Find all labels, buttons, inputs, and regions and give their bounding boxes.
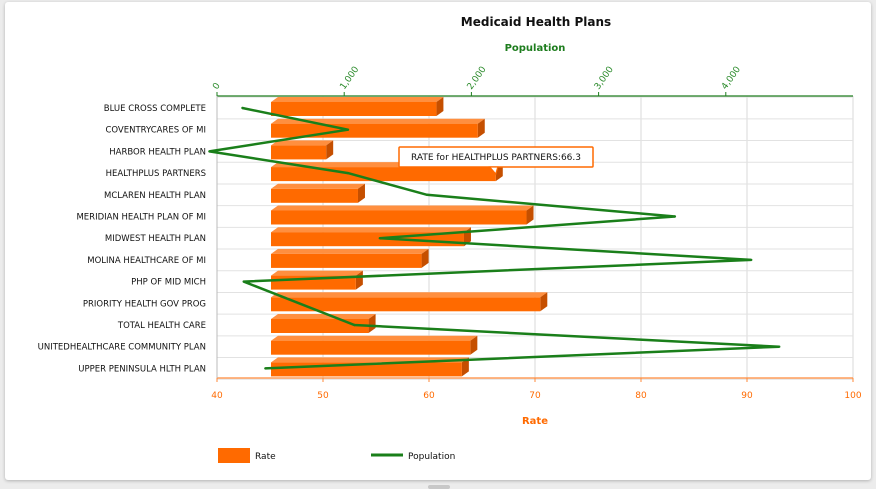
bar-front-face[interactable]	[271, 188, 358, 203]
category-label: TOTAL HEALTH CARE	[117, 321, 206, 331]
bar-side-face	[357, 183, 365, 203]
top-tick-label: 4,000	[720, 65, 743, 92]
category-label: HEALTHPLUS PARTNERS	[106, 169, 206, 179]
bar-side-face	[461, 357, 469, 377]
category-label: UPPER PENINSULA HLTH PLAN	[78, 364, 206, 374]
bar-front-face[interactable]	[271, 297, 541, 312]
bottom-tick-label: 100	[844, 391, 861, 401]
bar-10[interactable]	[271, 314, 376, 333]
axes	[216, 92, 854, 382]
population-point[interactable]	[353, 323, 356, 327]
bottom-tick-label: 50	[317, 391, 329, 401]
category-label: MERIDIAN HEALTH PLAN OF MI	[76, 213, 206, 223]
category-label: BLUE CROSS COMPLETE	[104, 104, 206, 114]
line-series[interactable]	[208, 106, 781, 370]
population-point[interactable]	[750, 258, 753, 262]
category-label: HARBOR HEALTH PLAN	[109, 147, 206, 157]
population-point[interactable]	[778, 345, 781, 348]
bar-top-face	[271, 140, 334, 146]
bottom-tick-label: 90	[741, 391, 753, 401]
bar-front-face[interactable]	[271, 210, 527, 225]
bar-top-face	[271, 270, 363, 276]
bar-side-face	[326, 140, 334, 160]
bar-front-face[interactable]	[271, 102, 437, 116]
population-point[interactable]	[264, 367, 267, 370]
legend-label-rate: Rate	[255, 452, 276, 462]
bar-front-face[interactable]	[271, 340, 471, 355]
chart-title: Medicaid Health Plans	[461, 15, 611, 29]
category-label: MOLINA HEALTHCARE OF MI	[87, 256, 206, 266]
bar-top-face	[271, 248, 429, 254]
category-label: MIDWEST HEALTH PLAN	[105, 234, 206, 244]
legend-item-population[interactable]: Population	[371, 452, 455, 462]
bar-side-face	[421, 248, 429, 268]
bar-top-face	[271, 97, 444, 102]
tooltip-text: RATE for HEALTHPLUS PARTNERS:66.3	[411, 153, 581, 163]
top-tick-label: 3,000	[593, 65, 616, 92]
bar-2[interactable]	[271, 140, 334, 160]
bar-top-face	[271, 227, 471, 233]
population-point[interactable]	[242, 280, 245, 283]
bar-top-face	[271, 118, 485, 124]
bottom-tick-label: 70	[529, 391, 541, 401]
bar-front-face[interactable]	[271, 145, 327, 160]
bar-top-face	[271, 314, 376, 319]
bottom-axis-title: Rate	[522, 416, 548, 427]
bar-9[interactable]	[271, 292, 548, 312]
bar-6[interactable]	[271, 227, 471, 247]
bar-side-face	[477, 118, 485, 138]
bottom-tick-label: 60	[423, 391, 435, 401]
bottom-tick-label: 80	[635, 391, 647, 401]
horizontal-scrollbar[interactable]	[428, 485, 450, 489]
bar-side-face	[368, 314, 376, 333]
category-label: MCLAREN HEALTH PLAN	[104, 191, 206, 201]
population-point[interactable]	[425, 193, 429, 196]
bar-top-face	[271, 292, 548, 298]
bar-side-face	[436, 97, 444, 116]
top-tick-label: 0	[211, 81, 223, 92]
legend[interactable]: Rate Population	[218, 448, 455, 463]
category-label: UNITEDHEALTHCARE COMMUNITY PLAN	[38, 343, 206, 353]
bar-front-face[interactable]	[271, 167, 496, 182]
legend-swatch-rate[interactable]	[218, 448, 250, 463]
bar-11[interactable]	[271, 335, 478, 355]
population-point[interactable]	[208, 150, 211, 153]
legend-label-population: Population	[408, 452, 455, 462]
legend-item-rate[interactable]: Rate	[218, 448, 276, 463]
population-line[interactable]	[209, 106, 780, 370]
bottom-tick-label: 40	[211, 391, 223, 401]
population-point[interactable]	[241, 106, 244, 110]
labels: 40 50 60 70 80 90 100 0 1,000 2,000 3,000 4,000 Medi…	[38, 15, 862, 427]
bar-5[interactable]	[271, 205, 534, 225]
category-label: PRIORITY HEALTH GOV PROG	[83, 299, 206, 309]
bar-0[interactable]	[271, 97, 444, 116]
bar-top-face	[271, 183, 365, 189]
category-label: COVENTRYCARES OF MI	[105, 126, 206, 136]
bar-side-face	[540, 292, 548, 312]
bar-front-face[interactable]	[271, 123, 478, 138]
top-tick-label: 2,000	[466, 65, 489, 92]
bar-side-face	[526, 205, 534, 225]
chart-card: 40 50 60 70 80 90 100 0 1,000 2,000 3,000 4,000 Medi…	[5, 2, 871, 480]
bar-front-face[interactable]	[271, 319, 369, 333]
bar-7[interactable]	[271, 248, 429, 268]
bar-top-face	[271, 205, 534, 211]
chart-svg: 40 50 60 70 80 90 100 0 1,000 2,000 3,000 4,000 Medi…	[38, 15, 862, 463]
population-point[interactable]	[346, 128, 350, 131]
population-point[interactable]	[673, 215, 677, 218]
bar-front-face[interactable]	[271, 253, 422, 268]
population-point[interactable]	[378, 237, 382, 240]
top-axis-title: Population	[505, 43, 566, 54]
tooltip: RATE for HEALTHPLUS PARTNERS:66.3	[398, 146, 594, 176]
population-point[interactable]	[346, 171, 350, 175]
bar-top-face	[271, 335, 478, 341]
tooltip-pointer	[488, 166, 499, 176]
bar-side-face	[470, 335, 478, 355]
bar-4[interactable]	[271, 183, 365, 203]
category-label: PHP OF MID MICH	[131, 278, 206, 288]
top-tick-label: 1,000	[338, 65, 361, 92]
